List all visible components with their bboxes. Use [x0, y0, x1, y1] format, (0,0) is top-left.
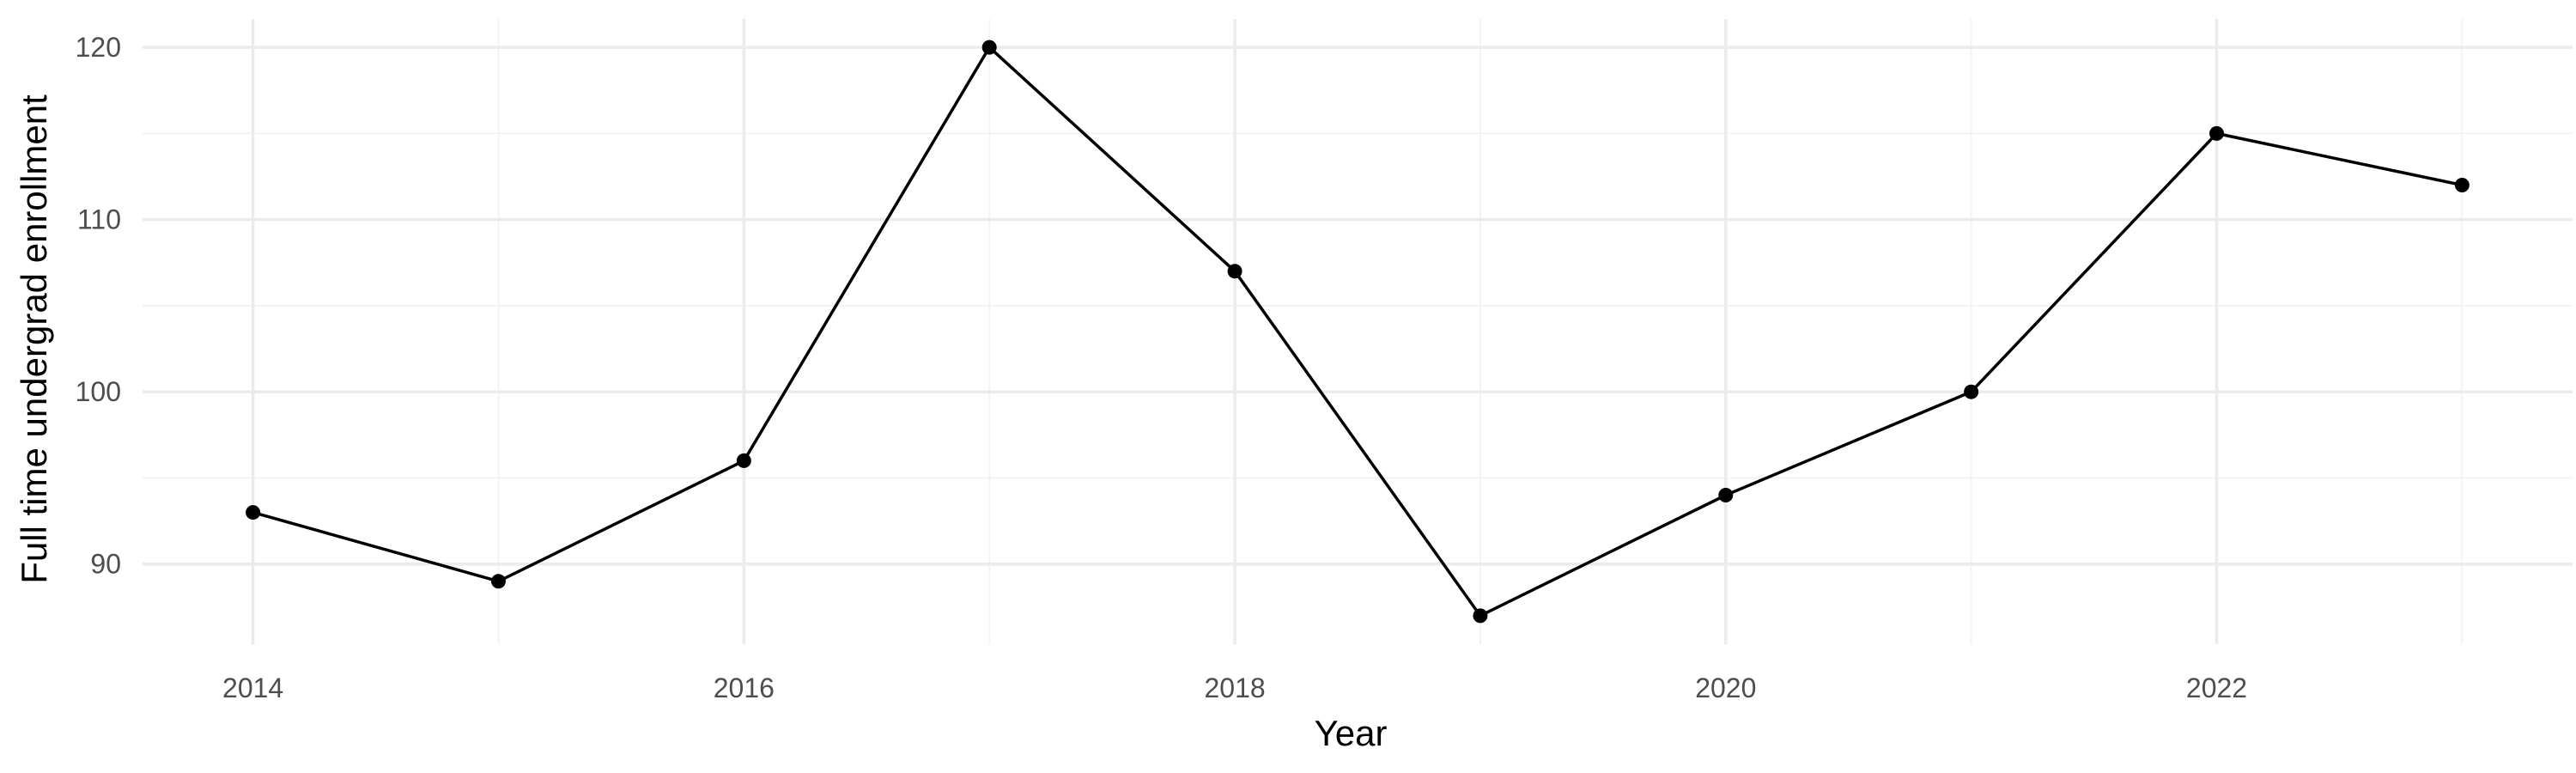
data-point-2014	[246, 505, 261, 520]
y-tick-label: 90	[90, 549, 121, 580]
x-axis-title: Year	[1315, 713, 1388, 753]
y-tick-label: 120	[76, 32, 121, 63]
y-tick-label: 100	[76, 376, 121, 407]
y-axis-title: Full time undergrad enrollment	[14, 94, 54, 584]
series-line	[252, 46, 2463, 618]
data-point-2022	[2209, 125, 2225, 141]
major-gridlines	[143, 19, 2573, 644]
data-point-2021	[1964, 384, 1979, 399]
data-point-2019	[1473, 608, 1488, 624]
x-tick-label: 2014	[222, 673, 283, 703]
data-point-2017	[981, 40, 997, 55]
x-axis-tick-labels: 2014 2016 2018 2020 2022	[222, 673, 2247, 703]
data-point-2020	[1718, 488, 1734, 503]
x-tick-label: 2018	[1204, 673, 1265, 703]
x-tick-label: 2016	[714, 673, 775, 703]
data-point-2015	[490, 574, 506, 589]
data-point-2016	[736, 453, 751, 468]
minor-gridlines	[143, 19, 2573, 644]
data-point-2018	[1227, 264, 1242, 279]
x-tick-label: 2020	[1695, 673, 1756, 703]
y-tick-label: 110	[77, 204, 121, 235]
x-tick-label: 2022	[2186, 673, 2247, 703]
data-point-2023	[2454, 178, 2470, 193]
y-axis-tick-labels: 90 100 110 120	[76, 32, 121, 580]
series-enrollment	[246, 40, 2470, 624]
